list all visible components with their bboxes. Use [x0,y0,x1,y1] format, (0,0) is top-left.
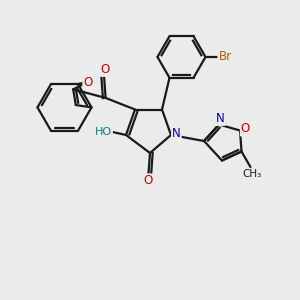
Text: O: O [83,76,92,89]
Text: O: O [144,174,153,188]
Text: Br: Br [218,50,232,64]
Text: O: O [100,63,109,76]
Text: N: N [216,112,225,125]
Text: O: O [241,122,250,136]
Text: HO: HO [95,127,112,137]
Text: CH₃: CH₃ [242,169,262,179]
Text: N: N [172,127,181,140]
